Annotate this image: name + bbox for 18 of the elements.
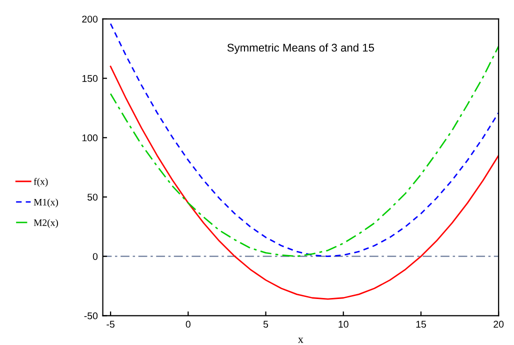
x-tick-label: 0	[186, 320, 190, 328]
x-tick-label: 10	[338, 320, 348, 328]
y-tick-label: 0	[92, 253, 98, 260]
line-series	[110, 66, 499, 300]
text: Symmetric Means of 3 and 15	[227, 43, 374, 54]
y-tick-label: 50	[88, 194, 98, 201]
y-tick-label: 100	[82, 134, 98, 142]
x-tick-label: 5	[263, 320, 268, 328]
x-tick-label: -5	[106, 320, 114, 328]
x-axis-title: x	[298, 338, 304, 343]
x-tick-label: 20	[494, 320, 504, 328]
y-tick-label: -50	[84, 312, 98, 320]
legend-label: M2(x)	[34, 219, 58, 228]
y-tick-label: 150	[82, 75, 98, 82]
x-tick-label: 15	[416, 320, 426, 328]
legend-label: M1(x)	[34, 198, 58, 208]
y-tick-label: 200	[82, 16, 98, 23]
legend-label: f(x)	[34, 178, 48, 187]
